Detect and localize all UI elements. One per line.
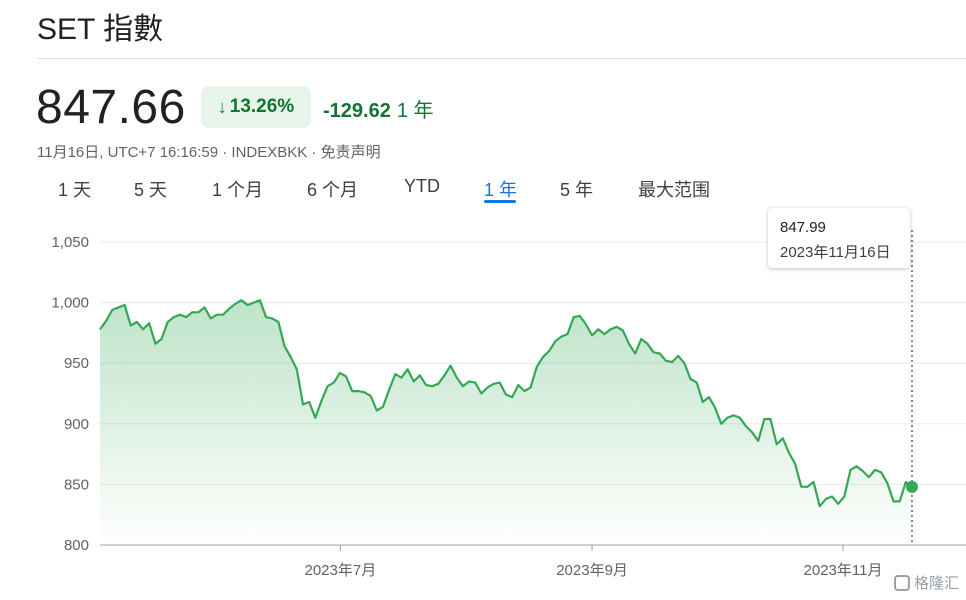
header-divider bbox=[37, 58, 966, 59]
range-tabs: 1 天 5 天 1 个月 6 个月 YTD 1 年 5 年 最大范围 bbox=[0, 176, 966, 206]
x-tick-label: 2023年9月 bbox=[556, 562, 628, 579]
x-tick-label: 2023年7月 bbox=[304, 562, 376, 579]
tab-ytd[interactable]: YTD bbox=[404, 176, 440, 196]
tab-5-year[interactable]: 5 年 bbox=[560, 180, 594, 200]
last-point-marker[interactable] bbox=[906, 480, 918, 493]
change-percent: 13.26% bbox=[229, 96, 295, 117]
y-tick-label: 1,050 bbox=[51, 234, 89, 251]
active-tab-indicator bbox=[484, 200, 516, 203]
tab-max[interactable]: 最大范围 bbox=[638, 180, 710, 200]
page-title: SET 指數 bbox=[37, 13, 164, 46]
y-tick-label: 900 bbox=[64, 416, 89, 433]
y-tick-label: 950 bbox=[64, 355, 89, 372]
y-tick-label: 1,000 bbox=[51, 295, 89, 312]
watermark-text: 格隆汇 bbox=[914, 575, 960, 592]
watermark-logo-icon bbox=[894, 574, 910, 591]
tooltip-date: 2023年11月16日 bbox=[780, 244, 891, 261]
quote-meta: 11月16日, UTC+7 16:16:59 · INDEXBKK · 免责声明 bbox=[37, 144, 381, 161]
change-period: 1 年 bbox=[396, 100, 434, 122]
tab-1-month[interactable]: 1 个月 bbox=[212, 180, 264, 200]
series-line bbox=[99, 299, 913, 508]
tab-5-day[interactable]: 5 天 bbox=[134, 180, 168, 200]
y-tick-label: 850 bbox=[64, 476, 89, 493]
x-tick-label: 2023年11月 bbox=[804, 562, 883, 579]
tab-1-year[interactable]: 1 年 bbox=[484, 180, 518, 200]
change-absolute: -129.62 bbox=[323, 100, 391, 122]
change-percent-badge: ↓ 13.26% bbox=[201, 86, 311, 128]
current-price: 847.66 bbox=[36, 81, 186, 134]
hover-tooltip: 847.99 2023年11月16日 bbox=[768, 208, 910, 268]
price-chart[interactable]: 1,050 1,000 950 900 850 800 2023年7月 2023年9月 2023… bbox=[0, 200, 966, 600]
tab-6-month[interactable]: 6 个月 bbox=[307, 180, 359, 200]
tooltip-value: 847.99 bbox=[780, 219, 826, 236]
arrow-down-icon: ↓ bbox=[217, 96, 227, 117]
change-summary: -129.62 1 年 bbox=[323, 94, 434, 123]
y-tick-label: 800 bbox=[64, 537, 89, 554]
series-area bbox=[100, 300, 912, 545]
tab-1-day[interactable]: 1 天 bbox=[58, 180, 92, 200]
watermark: 格隆汇 bbox=[894, 572, 959, 593]
